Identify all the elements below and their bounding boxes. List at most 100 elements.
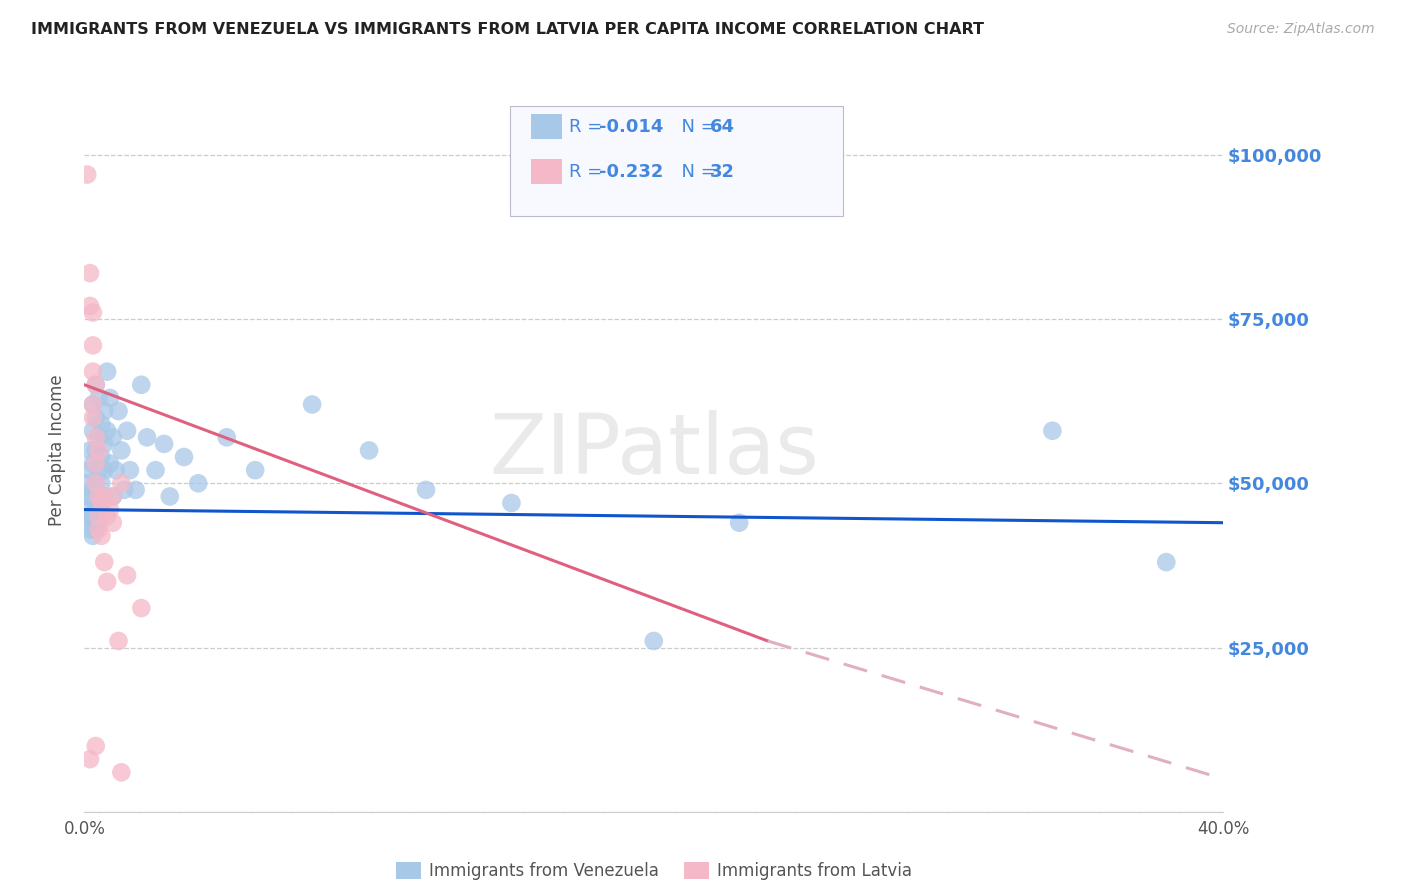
Point [131, 377, 153, 392]
Point [84, 377, 107, 392]
Point [93, 463, 115, 477]
Text: R =: R = [569, 118, 609, 136]
Point [82, 365, 104, 379]
Point [96, 424, 118, 438]
Point [79, 299, 101, 313]
Text: -0.014: -0.014 [599, 118, 664, 136]
Point [76, 516, 98, 530]
Point [87, 490, 110, 504]
Point [98, 391, 121, 405]
Point [359, 443, 381, 458]
Point [82, 509, 104, 524]
Point [76, 476, 98, 491]
Point [79, 509, 101, 524]
Point [76, 490, 98, 504]
Point [90, 450, 112, 464]
Point [1042, 424, 1064, 438]
Text: 64: 64 [710, 118, 735, 136]
Point [93, 490, 115, 504]
Point [124, 483, 146, 497]
Point [101, 490, 124, 504]
Point [79, 266, 101, 280]
Point [90, 529, 112, 543]
Point [87, 509, 110, 524]
Point [115, 568, 138, 582]
Point [96, 509, 118, 524]
Point [136, 430, 159, 444]
Point [98, 457, 121, 471]
Point [84, 430, 107, 444]
Point [84, 457, 107, 471]
Point [153, 437, 176, 451]
Point [93, 490, 115, 504]
Text: N =: N = [671, 162, 721, 180]
Point [79, 490, 101, 504]
Point [76, 502, 98, 516]
Point [87, 490, 110, 504]
Point [159, 490, 181, 504]
Point [173, 450, 195, 464]
Point [90, 496, 112, 510]
Point [110, 765, 132, 780]
Point [110, 443, 132, 458]
Point [79, 752, 101, 766]
Point [84, 739, 107, 753]
Point [90, 476, 112, 491]
Point [87, 443, 110, 458]
Text: ZIPatlas: ZIPatlas [489, 410, 818, 491]
Text: R =: R = [569, 162, 609, 180]
Point [1156, 555, 1178, 569]
Y-axis label: Per Capita Income: Per Capita Income [48, 375, 66, 526]
Point [90, 417, 112, 432]
Point [728, 516, 751, 530]
Point [501, 496, 523, 510]
Text: N =: N = [671, 118, 721, 136]
Point [82, 338, 104, 352]
Point [93, 555, 115, 569]
Point [90, 502, 112, 516]
Point [82, 424, 104, 438]
Point [215, 430, 238, 444]
Point [93, 404, 115, 418]
Point [82, 305, 104, 319]
Point [104, 463, 127, 477]
Point [93, 437, 115, 451]
Point [107, 404, 129, 418]
Point [101, 516, 124, 530]
Point [84, 502, 107, 516]
Point [415, 483, 437, 497]
Point [82, 529, 104, 543]
Point [87, 430, 110, 444]
Point [82, 410, 104, 425]
Point [118, 463, 141, 477]
Point [82, 397, 104, 411]
Text: Source: ZipAtlas.com: Source: ZipAtlas.com [1227, 22, 1375, 37]
Point [82, 483, 104, 497]
Point [79, 443, 101, 458]
Point [98, 502, 121, 516]
Point [101, 430, 124, 444]
Point [84, 377, 107, 392]
Point [84, 522, 107, 536]
Text: IMMIGRANTS FROM VENEZUELA VS IMMIGRANTS FROM LATVIA PER CAPITA INCOME CORRELATIO: IMMIGRANTS FROM VENEZUELA VS IMMIGRANTS … [31, 22, 984, 37]
Point [301, 397, 323, 411]
Point [84, 476, 107, 491]
Point [96, 574, 118, 589]
Point [245, 463, 267, 477]
Point [131, 601, 153, 615]
Point [96, 365, 118, 379]
Text: 32: 32 [710, 162, 735, 180]
Point [79, 463, 101, 477]
Point [87, 463, 110, 477]
Point [115, 424, 138, 438]
Point [187, 476, 209, 491]
Point [79, 522, 101, 536]
Point [145, 463, 167, 477]
Point [82, 397, 104, 411]
Point [110, 476, 132, 491]
Point [82, 457, 104, 471]
Point [87, 391, 110, 405]
Point [87, 516, 110, 530]
Text: -0.232: -0.232 [599, 162, 664, 180]
Point [112, 483, 135, 497]
